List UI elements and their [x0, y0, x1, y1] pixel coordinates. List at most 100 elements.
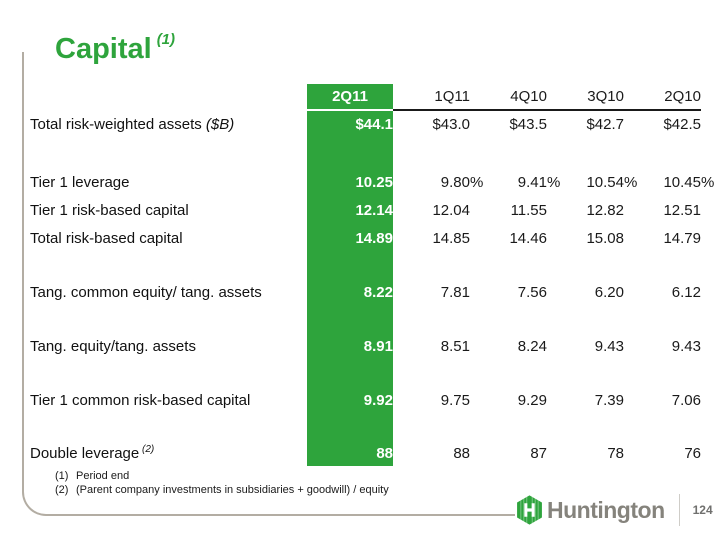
row-label: Tier 1 leverage [30, 173, 130, 191]
cell-3q10-row6: 9.43 [594, 337, 624, 355]
spacer-cell-highlight [307, 414, 393, 440]
table-row-7: Tier 1 common risk-based capital 9.92 9.75… [30, 386, 701, 414]
spacer-row [30, 138, 701, 168]
cell-2q10-row7: 7.06 [671, 391, 701, 409]
cell-2q11-row2: 10.25% [307, 168, 406, 196]
huntington-wordmark: Huntington [547, 496, 665, 523]
row-label-note: ($B) [201, 115, 235, 133]
cell-4q10-row8: 87 [530, 444, 547, 462]
cell-1q11-row3: 12.04 [432, 201, 470, 219]
spacer-cell [30, 414, 307, 440]
table-row-8: Double leverage (2) 88 88 87 78 76 [30, 440, 701, 466]
cell-1q11-row5: 7.81 [440, 283, 470, 301]
cell-4q10-row4: 14.46 [509, 229, 547, 247]
cell-2q11-row5: 8.22 [307, 278, 393, 306]
cell-2q10-row6: 9.43 [671, 337, 701, 355]
cell-2q11-row1: $44.1 [307, 110, 393, 138]
column-header-1q11: 1Q11 [393, 84, 470, 111]
cell-3q10-row3: 12.82 [586, 201, 624, 219]
cell-4q10-row5: 7.56 [517, 283, 547, 301]
spacer-cell [393, 138, 470, 168]
spacer-cell [30, 252, 307, 278]
cell-4q10-row3: 11.55 [510, 201, 547, 219]
spacer-cell [624, 138, 701, 168]
footnote-1-number: (1) [55, 470, 69, 482]
spacer-cell [470, 414, 547, 440]
table-row-5: Tang. common equity/ tang. assets 8.22 7.8… [30, 278, 701, 306]
row-label: Tang. common equity/ tang. assets [30, 283, 262, 301]
spacer-cell [547, 414, 624, 440]
spacer-cell [547, 306, 624, 332]
cell-2q10-row1: $42.5 [663, 116, 701, 133]
cell-2q10-row2: 10.45% [663, 173, 715, 191]
cell-2q10-row3: 12.51 [663, 201, 701, 219]
cell-4q10-row1: $43.5 [509, 116, 547, 133]
capital-table: 2Q11 1Q11 4Q10 3Q10 2Q10 Total risk-weighted… [30, 84, 715, 466]
cell-2q10-row4: 14.79 [663, 229, 701, 247]
table-row-4: Total risk-based capital 14.89 14.85 14.46 1… [30, 224, 701, 252]
footnote-2-text: (Parent company investments in subsidiar… [76, 484, 389, 496]
page-title: Capital (1) [55, 24, 175, 65]
spacer-cell [393, 306, 470, 332]
table-header: 2Q11 1Q11 4Q10 3Q10 2Q10 [30, 84, 701, 111]
cell-2q11-row3: 12.14 [307, 196, 393, 224]
cell-1q11-row7: 9.75 [440, 391, 470, 409]
cell-1q11-row2: 9.80% [440, 173, 484, 191]
spacer-row [30, 360, 701, 386]
cell-1q11-row4: 14.85 [432, 229, 470, 247]
footnote-2-number: (2) [55, 484, 69, 496]
page-number: 124 [692, 503, 713, 517]
cell-2q11-row4: 14.89 [307, 224, 393, 252]
spacer-cell [393, 414, 470, 440]
cell-3q10-row1: $42.7 [586, 116, 624, 133]
column-header-2q10: 2Q10 [624, 84, 701, 111]
spacer-cell [470, 306, 547, 332]
spacer-cell [30, 306, 307, 332]
table-body: Total risk-weighted assets ($B) $44.1 $43.… [30, 110, 715, 466]
table-row-6: Tang. equity/tang. assets 8.91 8.51 8.24 9.4… [30, 332, 701, 360]
footer-divider [678, 494, 680, 526]
spacer-cell [393, 360, 470, 386]
spacer-cell [547, 138, 624, 168]
row-label: Total risk-based capital [30, 229, 183, 247]
title-footnote-ref: (1) [156, 31, 176, 48]
column-header-4q10: 4Q10 [470, 84, 547, 111]
cell-3q10-row8: 78 [607, 444, 624, 462]
cell-4q10-row7: 9.29 [517, 391, 547, 409]
spacer-cell [547, 252, 624, 278]
cell-1q11-row8: 88 [453, 444, 470, 462]
page-title-text: Capital [55, 33, 152, 65]
column-header-3q10: 3Q10 [547, 84, 624, 111]
spacer-cell [547, 360, 624, 386]
cell-4q10-row6: 8.24 [517, 337, 547, 355]
table-row-1: Total risk-weighted assets ($B) $44.1 $43.… [30, 110, 701, 138]
cell-2q11-row8: 88 [307, 440, 393, 466]
table-corner-cell [30, 84, 307, 110]
row-footnote-ref: (2) [139, 444, 155, 455]
cell-1q11-row1: $43.0 [432, 116, 470, 133]
cell-4q10-row2: 9.41% [517, 173, 561, 191]
spacer-row [30, 252, 701, 278]
spacer-cell [393, 252, 470, 278]
cell-3q10-row7: 7.39 [594, 391, 624, 409]
table-row-2: Tier 1 leverage 10.25% 9.80% 9.41% 10.54% 10.… [30, 168, 715, 196]
cell-2q10-row5: 6.12 [671, 283, 701, 301]
spacer-cell-highlight [307, 138, 393, 168]
footnote-1: (1) Period end [55, 469, 389, 483]
footnote-1-text: Period end [76, 470, 130, 482]
cell-3q10-row5: 6.20 [594, 283, 624, 301]
cell-1q11-row6: 8.51 [440, 337, 470, 355]
row-label: Tang. equity/tang. assets [30, 337, 196, 355]
spacer-row [30, 414, 701, 440]
table-row-3: Tier 1 risk-based capital 12.14 12.04 11.55… [30, 196, 701, 224]
row-label: Double leverage (2) [30, 444, 155, 462]
spacer-cell-highlight [307, 306, 393, 332]
spacer-cell [624, 306, 701, 332]
spacer-cell [30, 360, 307, 386]
spacer-cell [624, 414, 701, 440]
spacer-cell [624, 360, 701, 386]
spacer-cell [30, 138, 307, 168]
footnotes: (1) Period end (2) (Parent company inves… [55, 469, 389, 497]
footer: Huntington 124 [516, 494, 713, 526]
cell-3q10-row4: 15.08 [586, 229, 624, 247]
